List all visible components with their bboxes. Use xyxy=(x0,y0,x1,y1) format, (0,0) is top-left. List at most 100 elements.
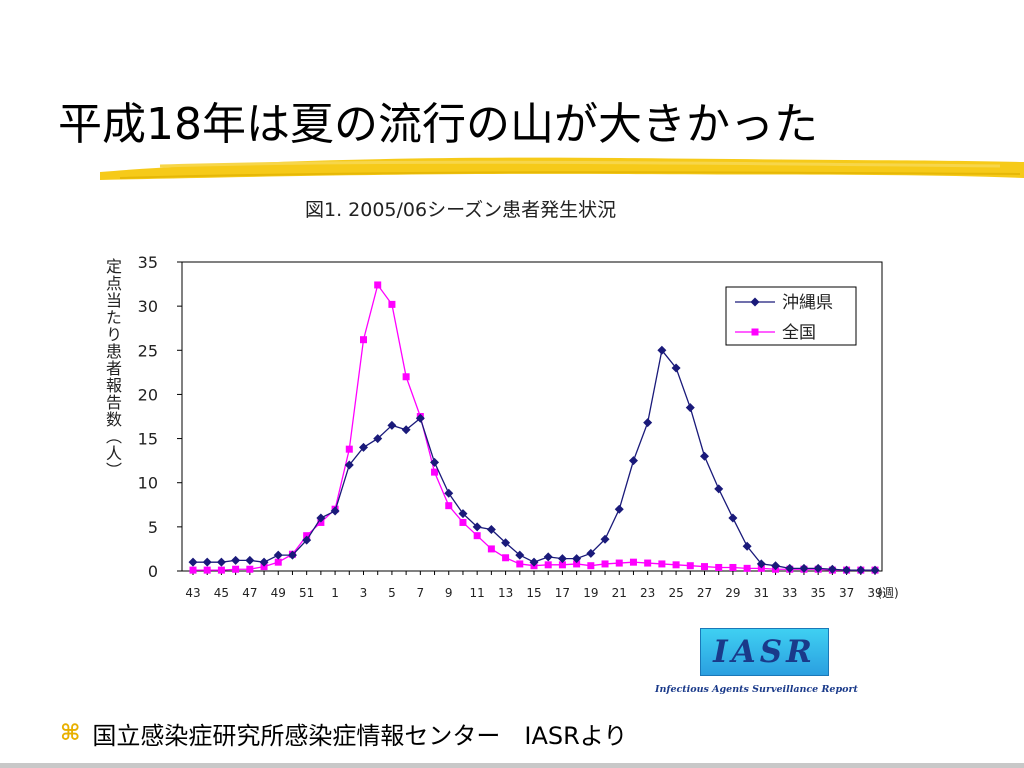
data-point-okinawa xyxy=(458,509,468,519)
y-tick-label: 30 xyxy=(138,297,158,316)
iasr-logo-subtitle: Infectious Agents Surveillance Report xyxy=(655,684,858,695)
data-point-okinawa xyxy=(700,451,709,461)
x-axis-unit-label: (週) xyxy=(877,586,898,600)
data-point-national xyxy=(360,336,367,344)
iasr-logo-text: IASR xyxy=(713,634,816,670)
data-point-okinawa xyxy=(557,554,567,564)
x-tick-label: 45 xyxy=(214,586,229,600)
data-point-national xyxy=(473,532,481,540)
data-point-okinawa xyxy=(359,442,368,452)
legend-marker xyxy=(750,297,760,307)
y-tick-label: 5 xyxy=(148,518,158,537)
x-tick-label: 19 xyxy=(583,586,598,600)
data-point-national xyxy=(217,566,225,574)
x-tick-label: 15 xyxy=(526,586,541,600)
data-point-national xyxy=(544,561,552,569)
x-tick-label: 37 xyxy=(839,586,854,600)
data-point-okinawa xyxy=(529,557,539,567)
data-point-okinawa xyxy=(771,561,781,571)
command-icon: ⌘ xyxy=(60,721,81,746)
data-point-okinawa xyxy=(586,548,596,558)
data-point-okinawa xyxy=(714,484,724,494)
data-point-okinawa xyxy=(273,550,283,560)
data-point-national xyxy=(658,560,666,568)
data-point-okinawa xyxy=(756,559,766,569)
data-point-okinawa xyxy=(671,363,681,373)
data-point-national xyxy=(644,559,652,567)
data-point-national xyxy=(615,559,623,567)
x-tick-label: 43 xyxy=(185,586,200,600)
data-point-okinawa xyxy=(316,513,326,523)
x-tick-label: 9 xyxy=(445,586,453,600)
data-point-okinawa xyxy=(202,557,212,567)
chart-y-axis-label: 定点当たり患者報告数（人） xyxy=(103,258,122,479)
legend-label: 沖縄県 xyxy=(782,293,833,313)
data-point-national xyxy=(487,545,495,553)
chart-title: 図1. 2005/06シーズン患者発生状況 xyxy=(305,199,617,221)
data-point-okinawa xyxy=(543,552,553,562)
data-point-okinawa xyxy=(401,425,411,435)
bottom-bar xyxy=(0,763,1024,768)
x-axis: 43 45 47 49 51 1 3 5 7 9 11 13 15 17 19 21 23 25 27 29 31 33 3… xyxy=(185,571,899,600)
data-point-okinawa xyxy=(287,550,297,560)
data-point-national xyxy=(502,554,510,562)
x-tick-label: 25 xyxy=(668,586,683,600)
y-tick-label: 20 xyxy=(138,385,158,404)
data-point-national xyxy=(743,564,751,572)
data-point-national xyxy=(274,558,282,566)
data-point-okinawa xyxy=(856,565,866,575)
data-point-national xyxy=(345,445,353,453)
x-tick-label: 21 xyxy=(612,586,627,600)
data-point-national xyxy=(189,566,197,574)
x-tick-label: 11 xyxy=(470,586,485,600)
data-point-national xyxy=(459,518,467,526)
x-tick-label: 23 xyxy=(640,586,655,600)
data-point-national xyxy=(232,565,240,573)
data-point-okinawa xyxy=(330,506,340,516)
data-point-national xyxy=(203,566,211,574)
data-point-okinawa xyxy=(742,541,752,551)
data-point-okinawa xyxy=(415,413,425,423)
data-point-national xyxy=(715,563,723,571)
y-tick-label: 25 xyxy=(138,341,158,360)
data-point-okinawa xyxy=(216,557,226,567)
source-bullet: ⌘ 国立感染症研究所感染症情報センター IASRより xyxy=(60,716,627,751)
data-point-okinawa xyxy=(472,522,482,532)
data-point-okinawa xyxy=(657,345,667,355)
x-tick-label: 13 xyxy=(498,586,513,600)
title-underline-brush xyxy=(100,157,1024,180)
y-tick-label: 10 xyxy=(138,474,158,493)
data-point-national xyxy=(374,281,382,289)
data-point-national xyxy=(516,560,524,568)
data-point-national xyxy=(431,468,439,476)
data-point-okinawa xyxy=(259,557,269,567)
x-tick-label: 5 xyxy=(388,586,396,600)
x-tick-label: 47 xyxy=(242,586,257,600)
data-point-okinawa xyxy=(430,457,440,467)
data-point-okinawa xyxy=(600,534,610,544)
x-tick-label: 31 xyxy=(754,586,769,600)
series-layer xyxy=(188,281,880,575)
data-point-okinawa xyxy=(643,418,653,428)
data-point-national xyxy=(601,560,609,568)
data-point-national xyxy=(701,563,708,571)
x-tick-label: 49 xyxy=(271,586,286,600)
x-tick-label: 7 xyxy=(417,586,425,600)
data-point-okinawa xyxy=(501,538,511,548)
data-point-okinawa xyxy=(387,420,397,430)
x-tick-label: 29 xyxy=(725,586,740,600)
data-point-national xyxy=(573,560,581,568)
data-point-national xyxy=(629,558,637,566)
x-tick-label: 35 xyxy=(811,586,826,600)
data-point-okinawa xyxy=(515,550,525,560)
data-point-okinawa xyxy=(813,563,823,573)
iasr-logo: IASR xyxy=(700,628,829,676)
data-point-okinawa xyxy=(486,525,496,535)
x-tick-label: 51 xyxy=(299,586,314,600)
data-point-okinawa xyxy=(628,456,638,466)
x-tick-label: 33 xyxy=(782,586,797,600)
data-point-okinawa xyxy=(799,563,809,573)
legend-label: 全国 xyxy=(782,323,816,343)
